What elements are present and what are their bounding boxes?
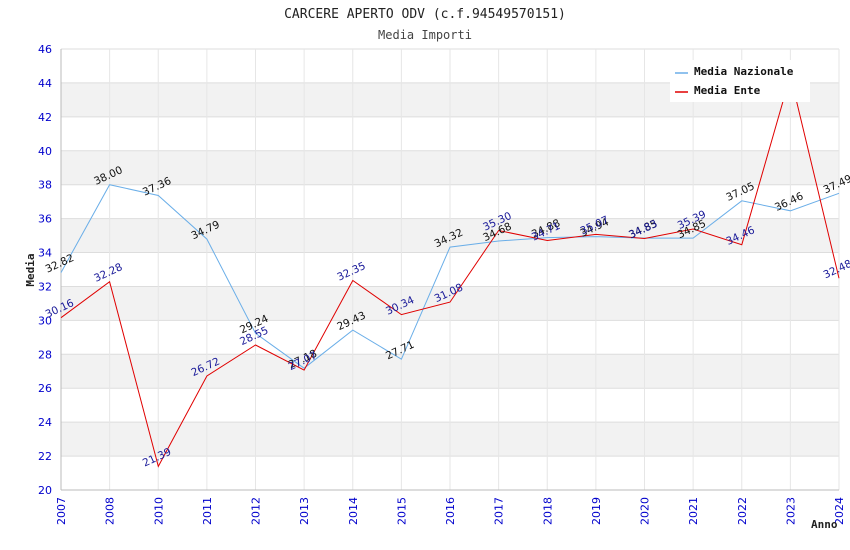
y-tick-label: 46 xyxy=(38,43,52,56)
data-label: 32.48 xyxy=(822,258,850,282)
x-tick-label: 2017 xyxy=(493,497,506,525)
y-tick-label: 28 xyxy=(38,348,52,361)
y-tick-label: 44 xyxy=(38,77,52,90)
x-tick-label: 2015 xyxy=(395,497,408,525)
y-tick-labels: 20 22 24 26 28 30 32 34 36 38 40 42 44 46 xyxy=(38,43,52,497)
x-axis-title: Anno xyxy=(811,518,838,531)
x-tick-label: 2022 xyxy=(736,497,749,525)
x-tick-label: 2008 xyxy=(104,497,117,525)
y-tick-label: 42 xyxy=(38,111,52,124)
x-tick-label: 2020 xyxy=(639,497,652,525)
legend-box xyxy=(670,60,810,102)
x-tick-label: 2007 xyxy=(55,497,68,525)
x-tick-label: 2019 xyxy=(590,497,603,525)
x-tick-label: 2012 xyxy=(250,497,263,525)
x-tick-label: 2021 xyxy=(687,497,700,525)
y-tick-label: 26 xyxy=(38,382,52,395)
y-tick-label: 40 xyxy=(38,145,52,158)
x-tick-label: 2024 xyxy=(833,497,846,525)
y-tick-label: 22 xyxy=(38,450,52,463)
x-tick-label: 2011 xyxy=(201,497,214,525)
x-tick-label: 2013 xyxy=(298,497,311,525)
legend-label-media-ente: Media Ente xyxy=(694,84,761,97)
series-line-media-ente xyxy=(60,73,840,468)
y-axis-title: Media xyxy=(24,253,37,286)
data-label: 32.35 xyxy=(335,260,367,284)
x-tick-label: 2010 xyxy=(152,497,165,525)
data-label: 32.28 xyxy=(92,261,124,285)
legend: Media Nazionale Media Ente xyxy=(670,60,810,102)
y-tick-label: 20 xyxy=(38,484,52,497)
series-line-media-nazionale xyxy=(60,184,840,369)
y-tick-label: 36 xyxy=(38,213,52,226)
x-tick-label: 2023 xyxy=(784,497,797,525)
x-tick-label: 2016 xyxy=(444,497,457,525)
y-tick-label: 38 xyxy=(38,179,52,192)
chart-title: CARCERE APERTO ODV (c.f.94549570151) xyxy=(284,7,566,22)
x-tick-labels: 2007 2008 2010 2011 2012 2013 2014 2015 2016 2017… xyxy=(55,497,846,525)
x-tick-label: 2018 xyxy=(541,497,554,525)
y-tick-label: 34 xyxy=(38,247,52,260)
series-lines xyxy=(60,73,840,468)
y-tick-label: 24 xyxy=(38,416,52,429)
y-tick-label: 30 xyxy=(38,314,52,327)
x-tick-label: 2014 xyxy=(347,497,360,525)
legend-label-media-nazionale: Media Nazionale xyxy=(694,65,794,78)
axes xyxy=(60,49,839,491)
grid-lines xyxy=(60,48,840,491)
chart-subtitle: Media Importi xyxy=(378,28,472,42)
y-tick-label: 32 xyxy=(38,280,52,293)
